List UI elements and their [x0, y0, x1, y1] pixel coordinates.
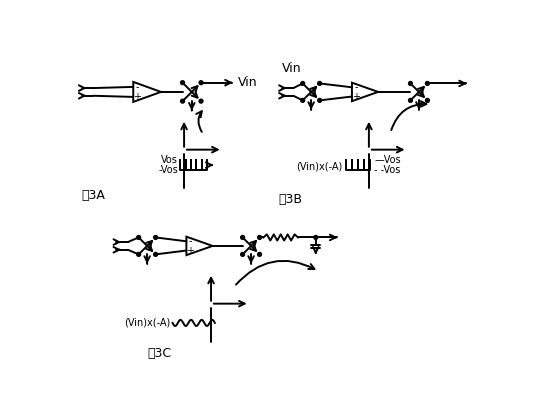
Circle shape: [409, 81, 412, 85]
Circle shape: [180, 99, 184, 103]
Circle shape: [426, 98, 430, 102]
Text: —Vos: —Vos: [375, 155, 401, 166]
Circle shape: [257, 235, 261, 240]
Circle shape: [426, 81, 430, 85]
Circle shape: [318, 81, 322, 85]
Text: -Vos: -Vos: [158, 165, 178, 175]
Text: 圖3B: 圖3B: [278, 193, 302, 206]
Text: -: -: [354, 82, 358, 92]
Circle shape: [314, 235, 318, 240]
Circle shape: [199, 81, 203, 85]
Circle shape: [199, 99, 203, 103]
Text: 圖3A: 圖3A: [81, 189, 106, 202]
Circle shape: [153, 252, 157, 256]
Text: 圖3C: 圖3C: [147, 347, 171, 360]
Circle shape: [301, 98, 305, 102]
Circle shape: [180, 81, 184, 85]
Circle shape: [301, 81, 305, 85]
Circle shape: [409, 98, 412, 102]
Text: Vos: Vos: [161, 155, 178, 166]
Text: +: +: [186, 246, 194, 256]
Text: -: -: [135, 82, 139, 92]
Text: (Vin)x(-A): (Vin)x(-A): [124, 318, 170, 328]
Text: +: +: [133, 92, 141, 102]
Text: -: -: [189, 236, 192, 246]
Text: - -Vos: - -Vos: [375, 165, 400, 175]
Circle shape: [137, 235, 141, 240]
Text: Vin: Vin: [282, 62, 301, 75]
Circle shape: [241, 252, 245, 256]
Text: +: +: [352, 92, 360, 102]
Text: (Vin)x(-A): (Vin)x(-A): [296, 161, 342, 171]
Circle shape: [318, 98, 322, 102]
Circle shape: [137, 252, 141, 256]
Text: Vin: Vin: [238, 76, 257, 89]
Circle shape: [153, 235, 157, 240]
Circle shape: [241, 235, 245, 240]
Circle shape: [257, 252, 261, 256]
